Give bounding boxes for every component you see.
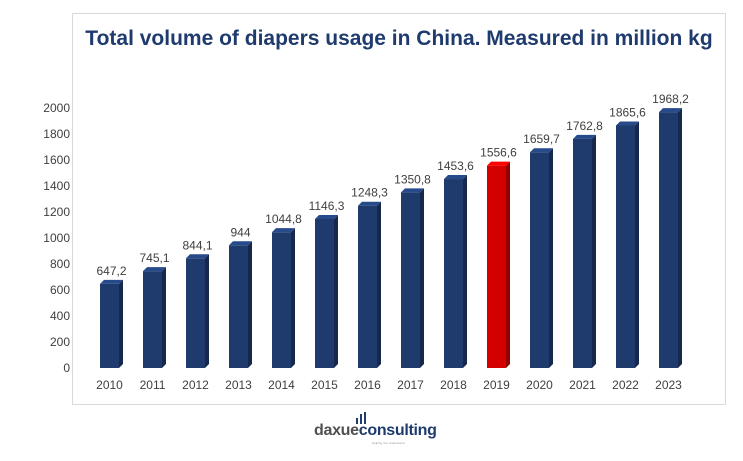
bar-top-2015 — [315, 214, 338, 219]
bar-2023 — [659, 112, 678, 368]
data-label-2020: 1659,7 — [523, 132, 560, 146]
bar-side-2021 — [592, 134, 596, 368]
bar-2021 — [573, 138, 592, 368]
y-tick-label: 1800 — [43, 127, 70, 141]
data-label-2013: 944 — [230, 225, 250, 239]
bar-2010 — [100, 283, 119, 368]
bar-side-2010 — [119, 279, 123, 368]
x-tick-label-2021: 2021 — [569, 378, 596, 392]
bar-top-2014 — [272, 228, 295, 233]
x-tick-label-2015: 2015 — [311, 378, 338, 392]
y-tick-label: 800 — [50, 257, 70, 271]
x-tick-label-2013: 2013 — [225, 378, 252, 392]
data-label-2023: 1968,2 — [652, 92, 689, 106]
bar-2020 — [530, 152, 549, 368]
bar-top-2020 — [530, 148, 553, 153]
bar-2011 — [143, 271, 162, 368]
bar-side-2020 — [549, 148, 553, 368]
bar-2014 — [272, 232, 291, 368]
x-tick-label-2019: 2019 — [483, 378, 510, 392]
bar-top-2011 — [143, 267, 166, 272]
bar-side-2018 — [463, 175, 467, 368]
bar-2013 — [229, 245, 248, 368]
logo-wordmark: daxueconsulting — [314, 422, 437, 440]
bar-side-2017 — [420, 188, 424, 368]
bar-top-2016 — [358, 201, 381, 206]
bar-side-2014 — [291, 228, 295, 368]
bar-2016 — [358, 205, 377, 368]
bar-2017 — [401, 192, 420, 368]
bar-top-2023 — [659, 108, 682, 113]
chart-title: Total volume of diapers usage in China. … — [85, 27, 713, 50]
logo-tagline: Helping You Understand — [372, 441, 405, 445]
x-tick-label-2017: 2017 — [397, 378, 424, 392]
bar-top-2012 — [186, 254, 209, 259]
data-label-2018: 1453,6 — [437, 159, 474, 173]
y-tick-label: 1600 — [43, 153, 70, 167]
y-tick-label: 400 — [50, 309, 70, 323]
x-tick-label-2022: 2022 — [612, 378, 639, 392]
bar-2012 — [186, 258, 205, 368]
bar-top-2021 — [573, 134, 596, 139]
bar-side-2023 — [678, 108, 682, 368]
bar-side-2015 — [334, 214, 338, 368]
bar-top-2017 — [401, 188, 424, 193]
data-label-2011: 745,1 — [139, 251, 169, 265]
bar-2019 — [487, 165, 506, 368]
y-tick-label: 600 — [50, 283, 70, 297]
bar-side-2011 — [162, 267, 166, 368]
bar-side-2013 — [248, 241, 252, 368]
bar-side-2019 — [506, 161, 510, 368]
bar-side-2016 — [377, 201, 381, 368]
x-tick-label-2011: 2011 — [140, 378, 166, 392]
data-label-2015: 1146,3 — [309, 199, 345, 213]
data-label-2014: 1044,8 — [265, 212, 302, 226]
bar-2018 — [444, 179, 463, 368]
x-tick-label-2016: 2016 — [354, 378, 381, 392]
bar-top-2019 — [487, 161, 510, 166]
bar-2015 — [315, 218, 334, 368]
data-label-2021: 1762,8 — [566, 119, 603, 133]
data-label-2017: 1350,8 — [394, 172, 431, 186]
daxue-consulting-logo: daxueconsulting Helping You Understand — [300, 408, 460, 448]
data-label-2010: 647,2 — [96, 264, 126, 278]
y-tick-label: 0 — [63, 361, 70, 375]
data-label-2019: 1556,6 — [480, 146, 517, 160]
logo-part1: daxue — [314, 422, 359, 439]
data-label-2022: 1865,6 — [609, 105, 646, 119]
y-tick-label: 1000 — [43, 231, 70, 245]
bar-top-2018 — [444, 175, 467, 180]
bar-top-2022 — [616, 121, 639, 126]
bar-side-2012 — [205, 254, 209, 368]
y-tick-label: 1400 — [43, 179, 70, 193]
x-tick-label-2014: 2014 — [268, 378, 295, 392]
data-label-2012: 844,1 — [182, 238, 212, 252]
bar-side-2022 — [635, 121, 639, 368]
y-tick-label: 200 — [50, 335, 70, 349]
bar-top-2013 — [229, 241, 252, 246]
x-tick-label-2018: 2018 — [440, 378, 467, 392]
x-tick-label-2023: 2023 — [655, 378, 682, 392]
x-tick-label-2020: 2020 — [526, 378, 553, 392]
x-tick-label-2012: 2012 — [182, 378, 209, 392]
logo-part2: consulting — [358, 422, 437, 439]
y-tick-label: 2000 — [43, 101, 70, 115]
x-tick-label-2010: 2010 — [96, 378, 123, 392]
bar-top-2010 — [100, 279, 123, 284]
logo-bars-icon — [356, 412, 366, 424]
bar-2022 — [616, 125, 635, 368]
y-tick-label: 1200 — [43, 205, 70, 219]
data-label-2016: 1248,3 — [351, 186, 388, 200]
